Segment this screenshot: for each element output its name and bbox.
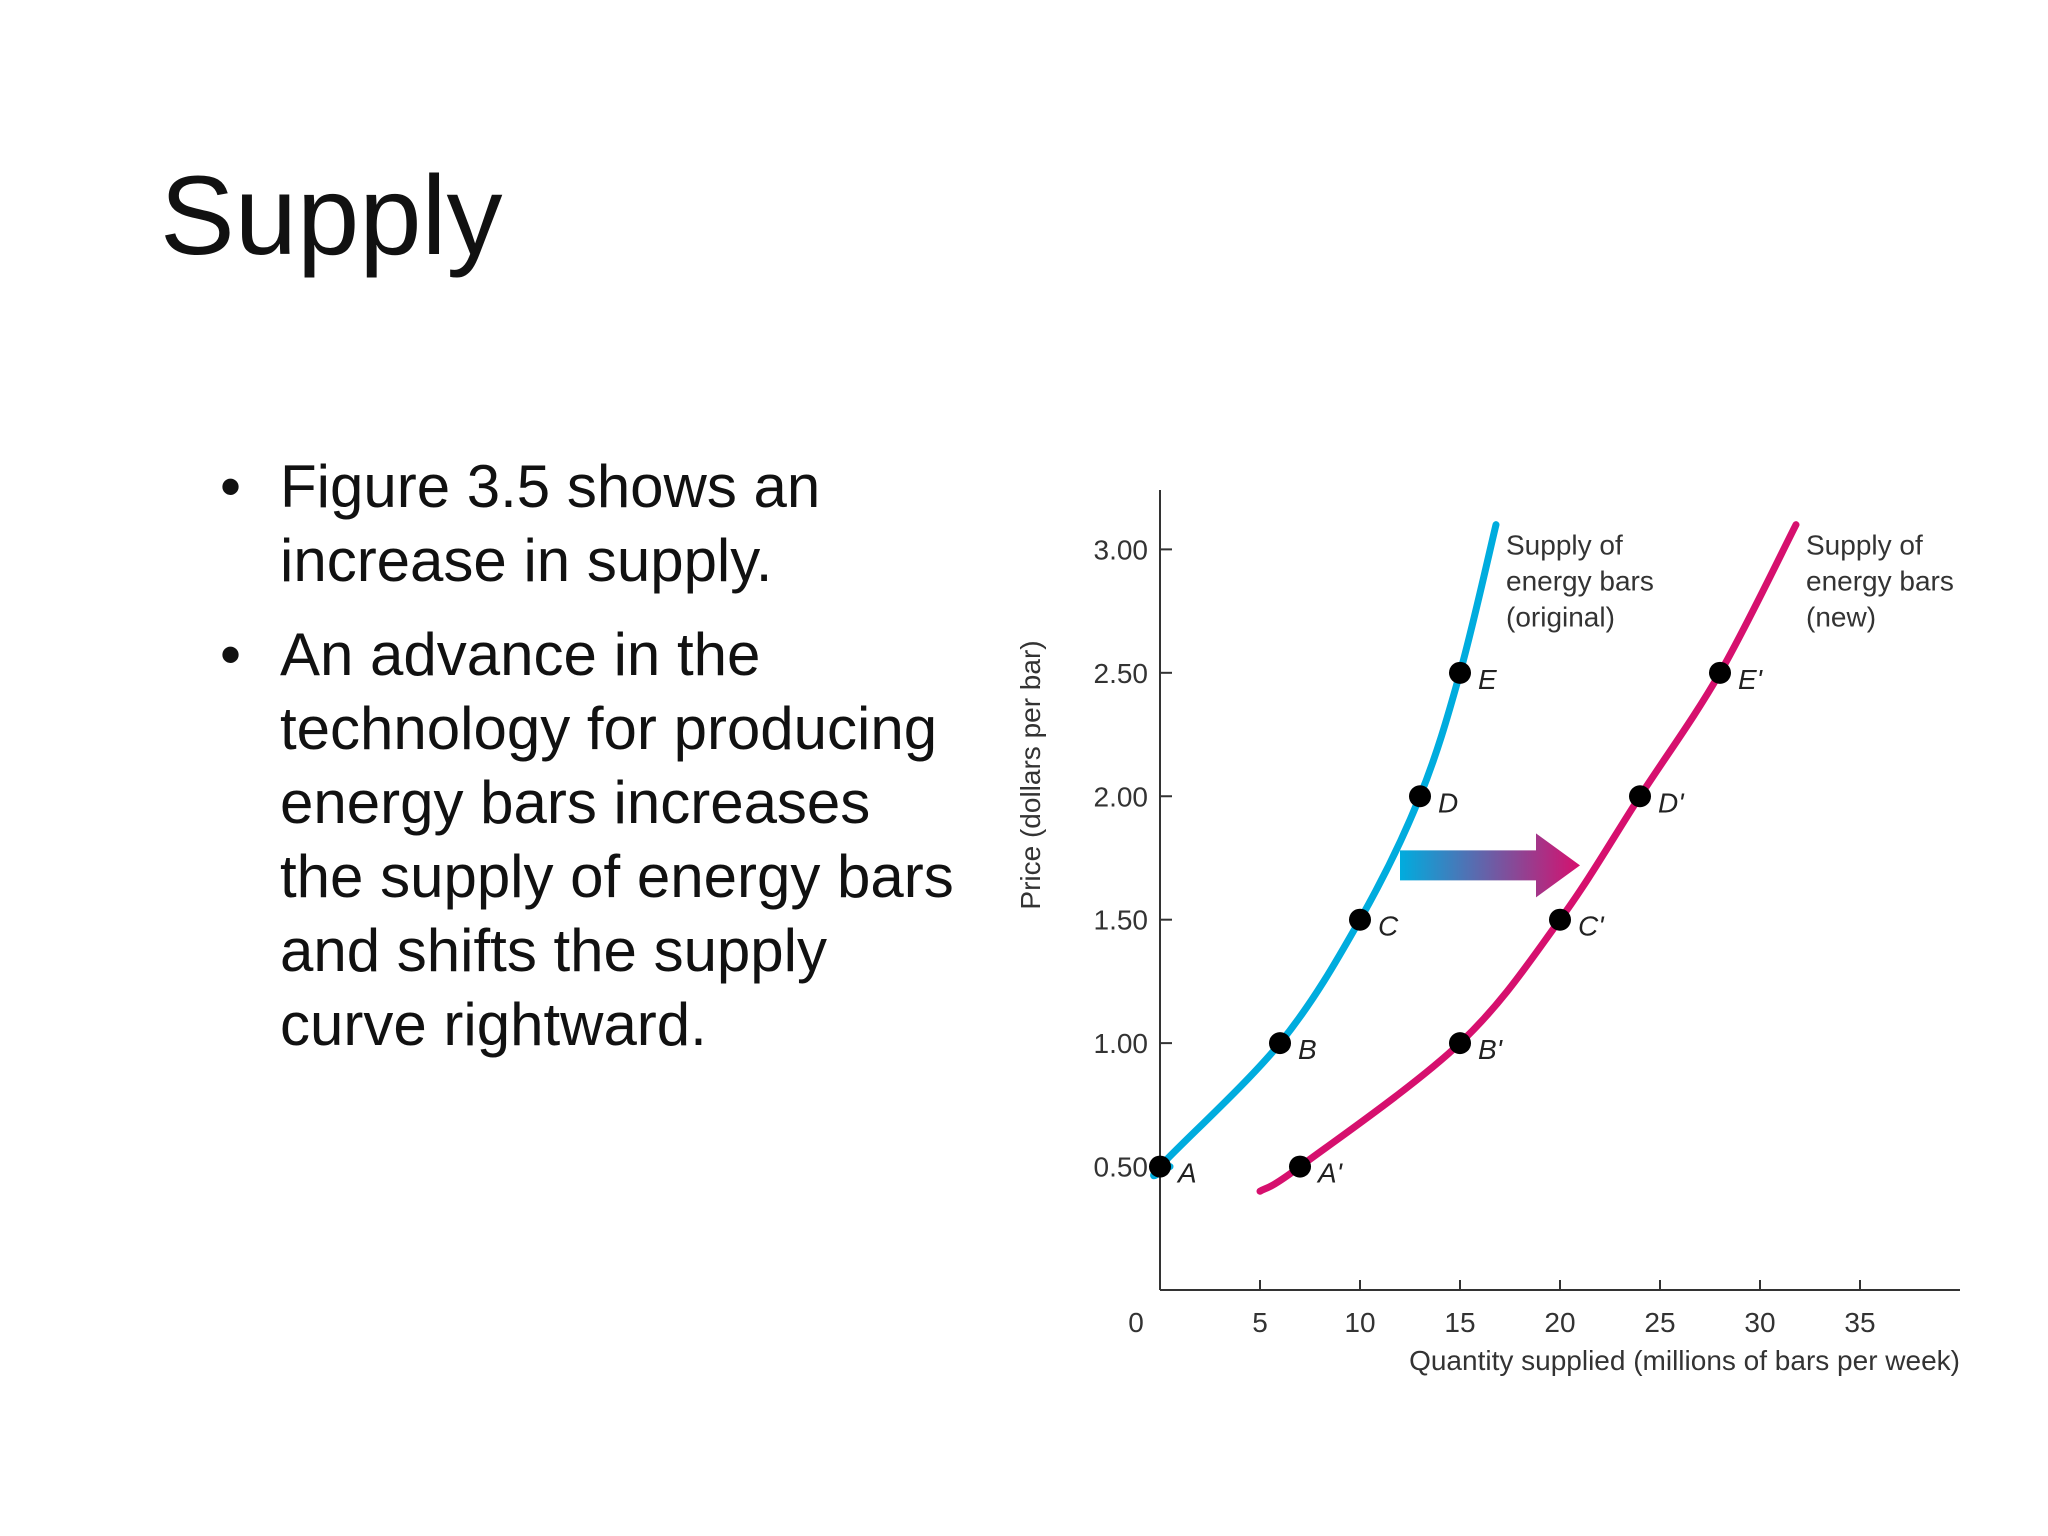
- series-label: Supply of: [1806, 530, 1923, 561]
- y-axis-label: Price (dollars per bar): [1015, 640, 1046, 909]
- bullet-dot-icon: •: [220, 453, 242, 520]
- bullet-text: Figure 3.5 shows an increase in supply.: [280, 453, 821, 594]
- point-label: C': [1578, 911, 1605, 942]
- data-point: [1289, 1155, 1311, 1178]
- data-point: [1549, 908, 1571, 931]
- x-tick-label: 0: [1128, 1307, 1144, 1338]
- x-tick-label: 15: [1444, 1307, 1475, 1338]
- point-label: A': [1316, 1158, 1344, 1189]
- x-tick-label: 5: [1252, 1307, 1268, 1338]
- series-label: Supply of: [1506, 530, 1623, 561]
- point-label: B': [1478, 1034, 1504, 1065]
- point-label: E: [1478, 664, 1497, 695]
- point-label: D': [1658, 787, 1685, 818]
- x-tick-label: 20: [1544, 1307, 1575, 1338]
- point-label: B: [1298, 1034, 1317, 1065]
- data-point: [1349, 908, 1371, 931]
- data-point: [1149, 1155, 1171, 1178]
- bullet-item: • Figure 3.5 shows an increase in supply…: [220, 450, 960, 598]
- point-label: A: [1176, 1158, 1197, 1189]
- x-axis-label: Quantity supplied (millions of bars per …: [1409, 1345, 1960, 1376]
- y-tick-label: 1.50: [1094, 905, 1149, 936]
- slide-title: Supply: [160, 153, 503, 278]
- supply-chart-svg: 0 5 10 15 20 25 30 35 0.50 1.00 1.50 2.00 2.50 3.00 Qu…: [1015, 490, 1960, 1376]
- series-label: energy bars: [1506, 566, 1654, 597]
- x-tick-label: 30: [1744, 1307, 1775, 1338]
- y-tick-label: 1.00: [1094, 1028, 1149, 1059]
- y-tick-label: 2.00: [1094, 781, 1149, 812]
- supply-curve-original: [1150, 521, 1500, 1180]
- data-point: [1449, 661, 1471, 684]
- x-tick-label: 35: [1844, 1307, 1875, 1338]
- series-label: (new): [1806, 602, 1876, 633]
- x-tick-label: 10: [1344, 1307, 1375, 1338]
- shift-arrow-icon: [1400, 833, 1580, 898]
- y-tick-label: 3.00: [1094, 534, 1149, 565]
- series-label: energy bars: [1806, 566, 1954, 597]
- x-tick-label: 25: [1644, 1307, 1675, 1338]
- supply-chart: 0 5 10 15 20 25 30 35 0.50 1.00 1.50 2.00 2.50 3.00 Qu…: [1000, 460, 2000, 1390]
- data-point: [1409, 785, 1431, 808]
- point-label: C: [1378, 911, 1399, 942]
- bullet-item: • An advance in the technology for produ…: [220, 618, 960, 1062]
- bullet-list: • Figure 3.5 shows an increase in supply…: [220, 450, 960, 1082]
- bullet-text: An advance in the technology for produci…: [280, 621, 954, 1058]
- y-tick-label: 2.50: [1094, 658, 1149, 689]
- data-point: [1269, 1032, 1291, 1055]
- data-point: [1449, 1032, 1471, 1055]
- data-point: [1629, 785, 1651, 808]
- data-point: [1709, 661, 1731, 684]
- y-tick-label: 0.50: [1094, 1152, 1149, 1183]
- series-label: (original): [1506, 602, 1615, 633]
- bullet-dot-icon: •: [220, 621, 242, 688]
- point-label: E': [1738, 664, 1764, 695]
- point-label: D: [1438, 787, 1458, 818]
